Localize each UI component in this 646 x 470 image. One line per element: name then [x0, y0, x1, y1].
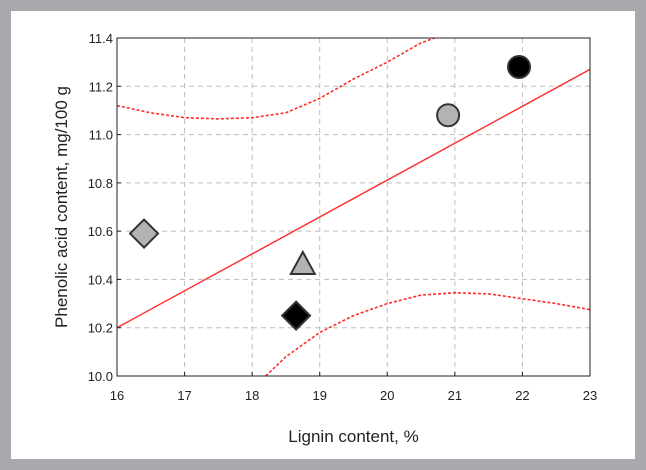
diamond-point — [128, 218, 160, 249]
circle-point — [507, 54, 532, 79]
regression-line-segment — [116, 68, 591, 329]
confidence-band-upper — [116, 37, 435, 120]
x-tick-label: 21 — [448, 388, 462, 403]
y-tick-label: 10.8 — [88, 176, 113, 191]
x-tick-label: 23 — [583, 388, 597, 403]
diamond-point — [280, 300, 312, 332]
y-tick-label: 10.0 — [88, 369, 113, 384]
data-points — [128, 54, 532, 332]
plot-border — [116, 37, 591, 377]
y-tick-label: 11.0 — [89, 128, 113, 143]
confidence-bands — [116, 37, 591, 377]
circle-point — [436, 103, 461, 128]
y-tick-label: 11.4 — [89, 31, 113, 46]
x-tick-label: 19 — [312, 388, 326, 403]
confidence-band-lower — [265, 291, 591, 377]
y-tick-label: 11.2 — [89, 79, 113, 94]
x-tick-label: 18 — [245, 388, 259, 403]
plot-area — [117, 38, 590, 376]
x-tick-labels: 16 17 18 19 20 21 22 23 — [110, 372, 597, 403]
x-tick-label: 22 — [515, 388, 529, 403]
y-tick-label: 10.2 — [88, 321, 113, 336]
y-tick-labels: 10.0 10.2 10.4 10.6 10.8 11.0 11.2 11.4 — [88, 31, 121, 384]
x-tick-label: 16 — [110, 388, 124, 403]
y-tick-label: 10.4 — [88, 272, 113, 287]
grid-lines — [117, 38, 590, 376]
x-tick-label: 17 — [177, 388, 191, 403]
y-axis-title: Phenolic acid content, mg/100 g — [52, 86, 71, 328]
x-tick-label: 20 — [380, 388, 394, 403]
x-axis-title: Lignin content, % — [288, 427, 418, 446]
y-tick-label: 10.6 — [88, 224, 113, 239]
triangle-point — [289, 249, 317, 275]
regression-line — [116, 68, 591, 329]
